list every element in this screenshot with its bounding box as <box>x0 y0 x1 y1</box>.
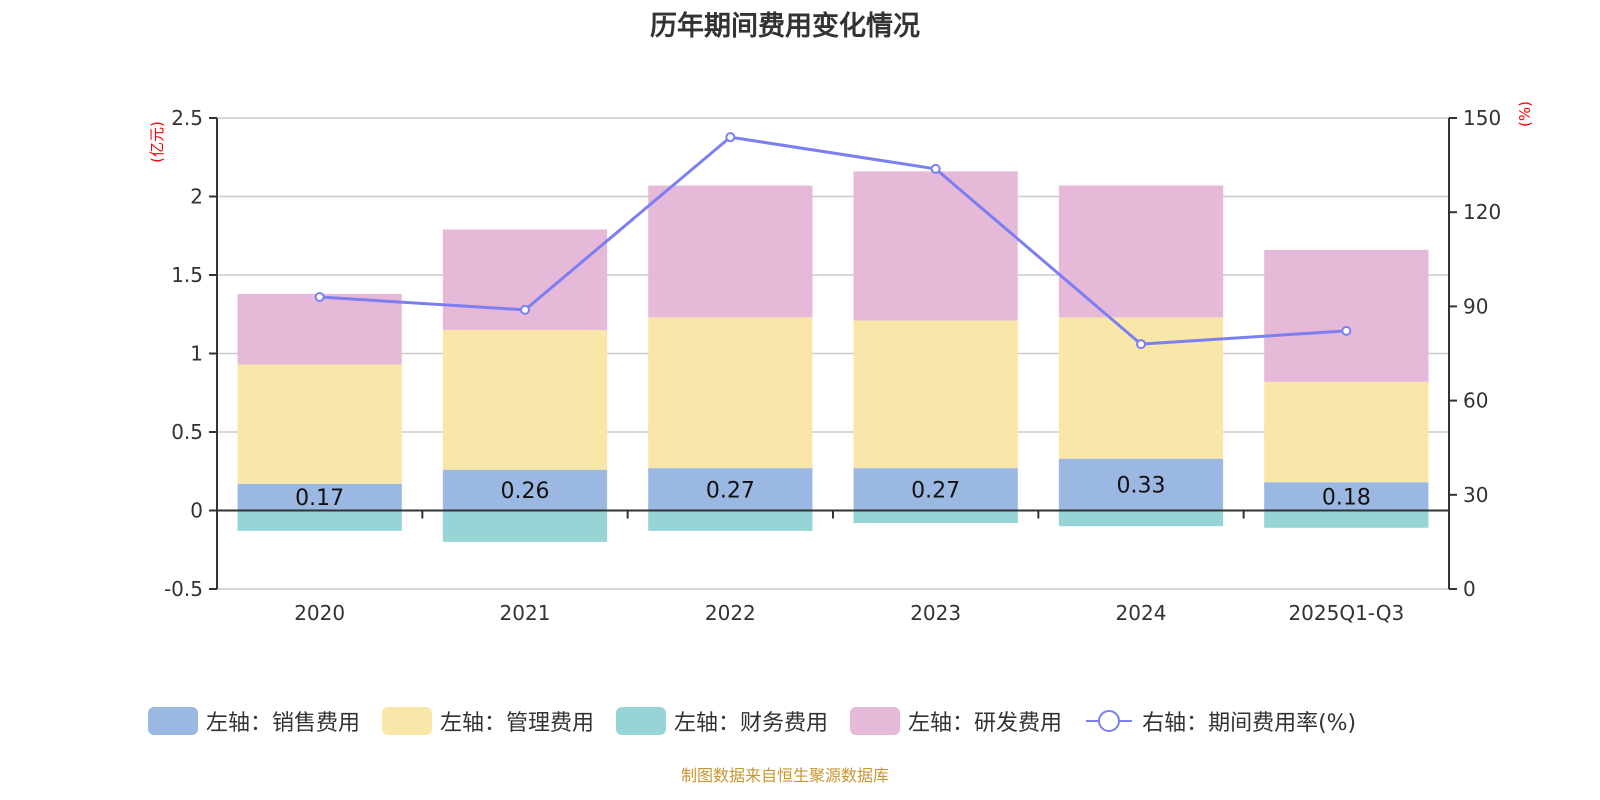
bar-segment <box>1264 249 1429 382</box>
rate-point <box>314 291 325 302</box>
rate-point <box>1136 339 1146 350</box>
left-tick-label: 1.5 <box>171 263 203 287</box>
right-tick-label: 0 <box>1463 577 1476 601</box>
bar-segment <box>853 510 1018 524</box>
bar-segment <box>237 293 402 365</box>
right-tick-label: 90 <box>1463 294 1488 318</box>
bar-segment <box>1058 185 1224 318</box>
legend-item[interactable]: 左轴：销售费用 <box>148 705 360 737</box>
bar-segment <box>1264 510 1429 528</box>
legend-item[interactable]: 左轴：财务费用 <box>616 705 828 737</box>
left-tick-label: 2.5 <box>171 106 203 130</box>
data-labels: 0.17 0.26 0.27 0.27 0.33 0.18 <box>295 474 1371 512</box>
data-label: 0.27 <box>911 478 960 503</box>
x-tick-label: 2020 <box>294 601 345 625</box>
legend: 左轴：销售费用 左轴：管理费用 左轴：财务费用 左轴：研发费用 右轴：期间费用率(%) <box>148 704 1378 738</box>
bar-segment <box>853 171 1018 321</box>
legend-label: 左轴：销售费用 <box>206 711 361 736</box>
rate-point <box>725 132 736 143</box>
right-tick-label: 30 <box>1463 483 1488 507</box>
legend-swatch-icon <box>382 707 433 735</box>
chart-title: 历年期间费用变化情况 <box>650 11 920 42</box>
legend-swatch-icon <box>850 707 901 735</box>
right-tick-label: 150 <box>1463 106 1501 130</box>
bar-segment <box>442 510 608 542</box>
axes: -0.5 0 0.5 1 1.5 2 2.5 (亿元) 2020 2021 2022 2023 2024… <box>148 101 1534 625</box>
bar-segment <box>237 483 402 511</box>
rate-point <box>1341 325 1352 336</box>
data-label: 0.27 <box>706 478 755 503</box>
legend-item[interactable]: 右轴：期间费用率(%) <box>1084 705 1356 737</box>
bar-segment <box>648 468 813 511</box>
bars <box>237 171 1429 542</box>
legend-line-marker-icon <box>1086 710 1133 732</box>
rate-line-path <box>319 135 1347 346</box>
bar-segment <box>1264 482 1429 511</box>
left-axis-unit: (亿元) <box>148 121 166 163</box>
rate-point <box>930 163 941 174</box>
source-note: 制图数据来自恒生聚源数据库 <box>680 766 889 785</box>
bar-segment <box>442 229 608 330</box>
legend-label: 右轴：期间费用率(%) <box>1142 711 1357 736</box>
legend-item[interactable]: 左轴：管理费用 <box>382 705 594 737</box>
x-tick-label: 2025Q1-Q3 <box>1288 601 1404 625</box>
bar-segment <box>1058 317 1224 459</box>
data-label: 0.33 <box>1117 474 1166 499</box>
legend-item[interactable]: 左轴：研发费用 <box>850 705 1062 737</box>
right-axis-unit: (%) <box>1516 101 1534 127</box>
bar-segment <box>1058 458 1224 511</box>
data-label: 0.18 <box>1322 485 1371 510</box>
bar-segment <box>648 510 813 531</box>
rate-point <box>520 304 530 315</box>
x-tick-label: 2023 <box>910 601 961 625</box>
rate-line <box>314 132 1352 350</box>
bar-segment <box>853 468 1018 511</box>
left-tick-label: -0.5 <box>164 577 203 601</box>
left-tick-label: 0.5 <box>171 420 203 444</box>
data-label: 0.17 <box>295 486 344 511</box>
bar-segment <box>442 329 608 470</box>
right-tick-label: 120 <box>1463 200 1501 224</box>
right-tick-label: 60 <box>1463 389 1488 413</box>
bar-segment <box>237 510 402 531</box>
legend-label: 左轴：财务费用 <box>674 711 829 736</box>
bar-segment <box>648 317 813 469</box>
legend-swatch-icon <box>148 707 198 735</box>
legend-swatch-icon <box>616 707 667 735</box>
legend-label: 左轴：研发费用 <box>908 711 1063 736</box>
left-tick-label: 2 <box>190 185 203 209</box>
data-label: 0.26 <box>501 479 550 504</box>
bar-segment <box>1058 510 1224 527</box>
bar-segment <box>1264 381 1429 483</box>
bar-segment <box>853 320 1018 469</box>
bar-segment <box>237 364 402 484</box>
x-tick-label: 2021 <box>500 601 551 625</box>
left-tick-label: 0 <box>190 499 203 523</box>
x-tick-label: 2024 <box>1116 601 1167 625</box>
bar-segment <box>648 185 813 318</box>
legend-label: 左轴：管理费用 <box>440 711 595 736</box>
x-tick-label: 2022 <box>705 601 756 625</box>
bar-segment <box>442 469 608 511</box>
left-tick-label: 1 <box>190 342 203 366</box>
